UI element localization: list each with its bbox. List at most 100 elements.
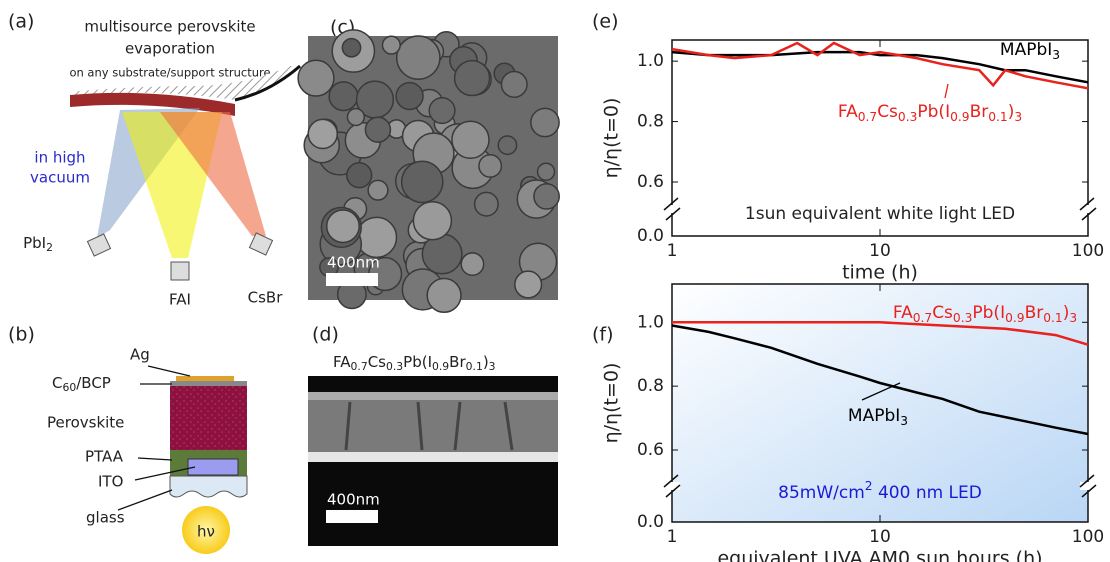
scale-bar-label: 400nm [327,254,380,272]
grain [514,270,543,299]
grain [412,200,453,241]
layer-ag [176,376,234,381]
x-tick-label: 10 [869,241,891,261]
axis-break-gap [1080,205,1096,213]
substrate [70,92,235,116]
text-part: 0.7 [351,360,368,373]
text-part: FA [333,353,351,371]
sun [182,506,230,554]
text-part: 0.7 [913,311,932,325]
axis-break-gap [664,482,680,490]
scale-bar [326,273,378,286]
grain [400,160,444,204]
x-tick-label: 100 [1072,527,1104,547]
text-part: 60 [62,381,76,394]
grains [297,29,560,314]
axis-break [663,197,679,211]
text-part: 0.3 [386,360,403,373]
layer-label: C60/BCP [52,374,111,395]
grain [367,179,389,201]
text-part: 3 [900,414,908,428]
text-part: 3 [1069,311,1077,325]
support-curve [234,64,301,102]
light-label: hν [197,523,215,541]
device-stack: Ag C60/BCP Perovskite PTAA ITO glass hν [47,346,248,554]
text-part: C [52,374,62,392]
grain [395,81,424,111]
text-part: ) [483,353,489,371]
text-part: Cs [877,102,898,122]
x-axis-label: equivalent UVA AM0 sun hours (h) [717,548,1042,562]
axis-break [1079,474,1095,488]
grain [451,120,490,160]
x-axis-label: time (h) [842,262,918,284]
panel-label: (e) [592,11,619,33]
source-label: FAI [169,291,191,309]
grain [533,182,560,210]
grain [346,162,373,189]
text-part: FA [893,303,913,323]
data-line [671,324,1089,436]
axis-break-gap [1080,482,1096,490]
layer-label: glass [86,509,125,527]
text-part: /BCP [76,374,111,392]
text-part: Pb(I [917,102,950,122]
y-tick-label: 0.0 [637,512,664,532]
grain-boundaries [344,401,514,451]
top-layer [308,392,558,400]
source-label: CsBr [248,289,284,307]
text-part: 0.9 [1005,311,1024,325]
scale-bar-label: 400nm [327,491,380,509]
leader-line [944,83,949,99]
text-part: Cs [368,353,386,371]
text-part: 3 [489,360,496,373]
layer-label: PTAA [85,448,124,466]
y-tick-label: 0.8 [637,376,664,396]
grain [297,59,335,97]
grain [536,162,556,181]
axis-break [1081,484,1097,498]
grain [346,107,366,127]
text-part: FA [838,102,858,122]
text-part: 0.3 [953,311,972,325]
text-part: Br [449,353,466,371]
diagram-subtitle: on any substrate/support structure [69,66,270,80]
grain [341,37,362,58]
axis-break [1079,197,1095,211]
grain [478,153,503,178]
panel-label: (f) [592,324,614,346]
evaporation-diagram: multisource perovskite evaporation on an… [23,18,301,309]
y-tick-label: 0.8 [637,112,664,132]
text-part: Pb(I [403,353,432,371]
grain [381,35,401,55]
text-part: 0.7 [858,110,877,124]
data-line [671,41,1089,90]
y-tick-label: 1.0 [637,51,664,71]
layer-perovskite [170,386,247,450]
scale-bar [326,510,378,523]
text-part: 2 [865,479,873,493]
grain [395,35,441,80]
sem-cross-section: FA0.7Cs0.3Pb(I0.9Br0.1)3 400nm [308,353,558,546]
axis-break [1081,207,1097,221]
leader-lines [117,365,196,511]
layer-label: Perovskite [47,414,124,432]
grain [426,277,462,314]
text-part: Cs [932,303,953,323]
grain [355,216,398,259]
environment-label: vacuum [30,169,90,187]
axis-break [665,484,681,498]
grain [497,135,518,156]
x-tick-label: 1 [667,241,678,261]
y-tick-label: 0.0 [637,226,664,246]
axis-break [663,474,679,488]
x-tick-label: 10 [869,527,891,547]
text-part: Pb(I [972,303,1005,323]
text-part: 0.9 [432,360,449,373]
text-part: Br [970,102,989,122]
sample-title: FA0.7Cs0.3Pb(I0.9Br0.1)3 [333,353,496,374]
series-label: FA0.7Cs0.3Pb(I0.9Br0.1)3 [838,102,1022,124]
data-line [672,321,1089,346]
series-label: MAPbI3 [1000,40,1060,62]
